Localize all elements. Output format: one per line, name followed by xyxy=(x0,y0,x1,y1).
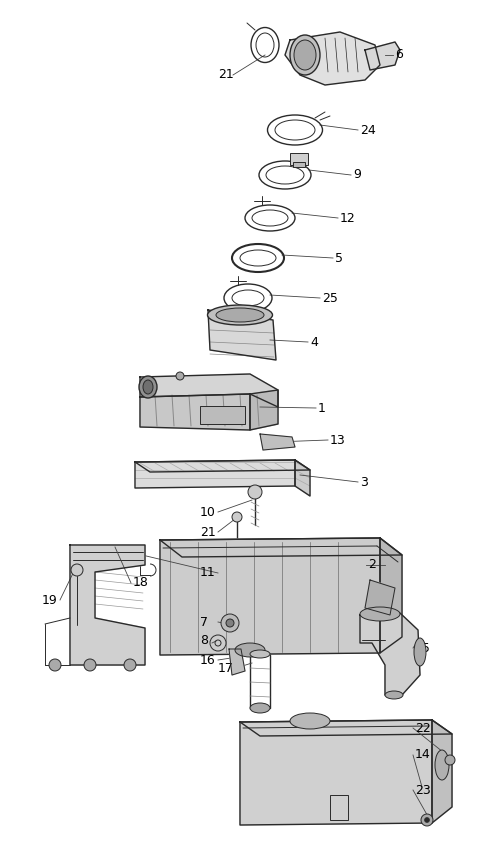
Polygon shape xyxy=(250,390,278,430)
Polygon shape xyxy=(70,545,145,665)
Circle shape xyxy=(124,659,136,671)
Ellipse shape xyxy=(216,308,264,322)
Polygon shape xyxy=(360,613,420,695)
Circle shape xyxy=(71,564,83,576)
Circle shape xyxy=(248,485,262,499)
Polygon shape xyxy=(229,649,245,675)
Ellipse shape xyxy=(385,691,403,699)
Polygon shape xyxy=(135,460,310,472)
Text: 16: 16 xyxy=(200,653,216,667)
Text: 6: 6 xyxy=(395,49,403,62)
Polygon shape xyxy=(140,374,278,407)
Polygon shape xyxy=(140,394,250,430)
Circle shape xyxy=(421,814,433,826)
Polygon shape xyxy=(240,720,432,825)
Circle shape xyxy=(232,512,242,522)
Text: 15: 15 xyxy=(415,642,431,654)
Bar xyxy=(330,795,348,820)
Polygon shape xyxy=(160,538,402,557)
Ellipse shape xyxy=(143,380,153,394)
Ellipse shape xyxy=(414,638,426,666)
Polygon shape xyxy=(432,720,452,823)
Circle shape xyxy=(226,619,234,627)
Ellipse shape xyxy=(360,607,400,621)
Bar xyxy=(290,153,308,165)
Text: 14: 14 xyxy=(415,749,431,761)
Text: 17: 17 xyxy=(218,662,234,674)
Circle shape xyxy=(176,372,184,380)
Text: 12: 12 xyxy=(340,212,356,224)
Ellipse shape xyxy=(250,703,270,713)
Text: 13: 13 xyxy=(330,433,346,447)
Polygon shape xyxy=(295,460,310,496)
Ellipse shape xyxy=(207,305,273,325)
Circle shape xyxy=(424,818,430,823)
Text: 20: 20 xyxy=(372,599,388,611)
Ellipse shape xyxy=(290,35,320,75)
Ellipse shape xyxy=(435,750,449,780)
Text: 7: 7 xyxy=(200,615,208,629)
Circle shape xyxy=(221,614,239,632)
Text: 24: 24 xyxy=(360,124,376,137)
Text: 9: 9 xyxy=(353,169,361,181)
Text: 3: 3 xyxy=(360,475,368,488)
Circle shape xyxy=(84,659,96,671)
Text: 19: 19 xyxy=(42,593,58,606)
Ellipse shape xyxy=(235,643,265,657)
Polygon shape xyxy=(380,538,402,653)
Text: 22: 22 xyxy=(415,722,431,734)
Polygon shape xyxy=(365,580,395,615)
Polygon shape xyxy=(160,538,380,655)
Text: 5: 5 xyxy=(335,251,343,265)
Ellipse shape xyxy=(139,376,157,398)
Ellipse shape xyxy=(294,40,316,70)
Text: 25: 25 xyxy=(322,292,338,304)
Polygon shape xyxy=(208,310,276,360)
Text: 21: 21 xyxy=(200,525,216,539)
Polygon shape xyxy=(240,720,452,736)
Text: 4: 4 xyxy=(310,336,318,348)
Polygon shape xyxy=(285,32,380,85)
Polygon shape xyxy=(260,434,295,450)
Circle shape xyxy=(49,659,61,671)
Ellipse shape xyxy=(250,650,270,658)
Ellipse shape xyxy=(290,713,330,729)
Circle shape xyxy=(445,755,455,765)
Text: 1: 1 xyxy=(318,401,326,415)
Text: 11: 11 xyxy=(200,566,216,579)
Text: 2: 2 xyxy=(368,559,376,572)
Polygon shape xyxy=(135,460,295,488)
Bar xyxy=(200,406,245,424)
Text: 18: 18 xyxy=(133,577,149,589)
Polygon shape xyxy=(365,42,400,70)
Text: 23: 23 xyxy=(415,783,431,797)
Text: 10: 10 xyxy=(200,506,216,518)
Text: 21: 21 xyxy=(218,68,234,82)
Text: 8: 8 xyxy=(200,635,208,647)
Bar xyxy=(293,162,305,167)
